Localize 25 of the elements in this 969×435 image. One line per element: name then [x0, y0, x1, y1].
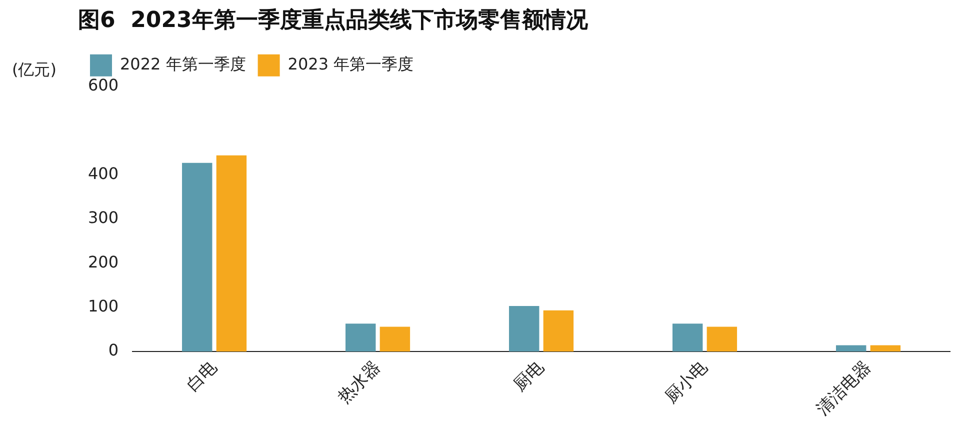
bar	[870, 345, 901, 352]
y-tick-label: 600	[88, 76, 119, 95]
x-tick-label: 厨电	[510, 357, 548, 396]
y-axis-title: (亿元)	[12, 60, 56, 80]
bar	[706, 326, 738, 352]
y-tick-label: 200	[88, 252, 119, 272]
bar	[182, 162, 212, 352]
y-tick-label: 300	[88, 208, 119, 228]
bar	[836, 345, 866, 352]
x-tick-label: 热水器	[334, 357, 384, 408]
x-tick-label: 厨小电	[661, 357, 712, 408]
bar	[216, 155, 247, 352]
x-tick-label: 白电	[182, 357, 221, 396]
legend-label: 2023 年第一季度	[288, 54, 414, 74]
bar	[380, 326, 410, 352]
x-tick-label: 清洁电器	[812, 357, 875, 420]
bar	[543, 310, 574, 352]
y-tick-label: 100	[88, 296, 119, 316]
bar	[672, 324, 703, 352]
bar	[346, 324, 376, 352]
y-tick-label: 400	[88, 164, 119, 183]
legend-label: 2022 年第一季度	[120, 54, 246, 74]
y-tick-label: 0	[108, 340, 119, 360]
bar	[508, 306, 540, 352]
chart-title: 图6 2023年第一季度重点品类线下市场零售额情况	[78, 6, 589, 33]
